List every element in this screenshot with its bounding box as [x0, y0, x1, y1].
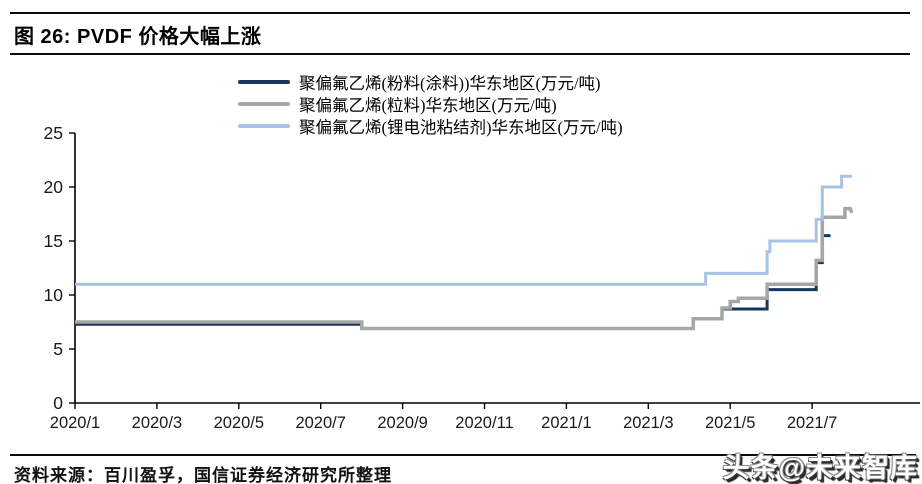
x-tick-label: 2021/3 — [623, 414, 673, 432]
series-line-0 — [75, 234, 831, 330]
x-tick-label: 2020/11 — [455, 414, 513, 432]
chart-legend: 聚偏氟乙烯(粉料(涂料))华东地区(万元/吨) 聚偏氟乙烯(粒料)华东地区(万元… — [238, 71, 623, 137]
source-note: 资料来源：百川盈孚，国信证券经济研究所整理 — [14, 466, 392, 484]
title-underline — [10, 53, 910, 55]
x-tick-label: 2021/5 — [705, 414, 755, 432]
x-tick-label: 2021/7 — [787, 414, 837, 432]
legend-label: 聚偏氟乙烯(粉料(涂料))华东地区(万元/吨) — [299, 74, 601, 93]
watermark: 头条@未来智库 — [722, 453, 918, 483]
x-tick-label: 2020/1 — [50, 414, 100, 432]
legend-label: 聚偏氟乙烯(锂电池粘结剂)华东地区(万元/吨) — [299, 118, 623, 137]
legend-item-battery-binder: 聚偏氟乙烯(锂电池粘结剂)华东地区(万元/吨) — [238, 115, 623, 137]
legend-label: 聚偏氟乙烯(粒料)华东地区(万元/吨) — [299, 96, 557, 115]
series-line-2 — [75, 174, 852, 286]
legend-item-powder-coating: 聚偏氟乙烯(粉料(涂料))华东地区(万元/吨) — [238, 71, 623, 93]
y-tick-label: 0 — [53, 393, 63, 413]
x-tick-label: 2020/3 — [132, 414, 182, 432]
y-tick-label: 5 — [53, 339, 63, 359]
legend-swatch-navy — [238, 80, 290, 84]
legend-swatch-gray — [238, 102, 290, 106]
y-tick-label: 25 — [44, 123, 63, 143]
x-tick-label: 2021/1 — [541, 414, 591, 432]
x-tick-label: 2020/7 — [295, 414, 345, 432]
series-line-1 — [75, 206, 854, 331]
y-tick-label: 10 — [44, 285, 64, 305]
y-tick-label: 20 — [44, 177, 64, 197]
top-rule — [10, 12, 910, 14]
legend-item-granule: 聚偏氟乙烯(粒料)华东地区(万元/吨) — [238, 93, 623, 115]
x-tick-label: 2020/9 — [377, 414, 427, 432]
y-tick-label: 15 — [44, 231, 63, 251]
footer-rule — [10, 454, 916, 456]
legend-swatch-lightblue — [238, 124, 290, 128]
figure-title: 图 26: PVDF 价格大幅上涨 — [14, 26, 262, 48]
x-tick-label: 2020/5 — [214, 414, 264, 432]
